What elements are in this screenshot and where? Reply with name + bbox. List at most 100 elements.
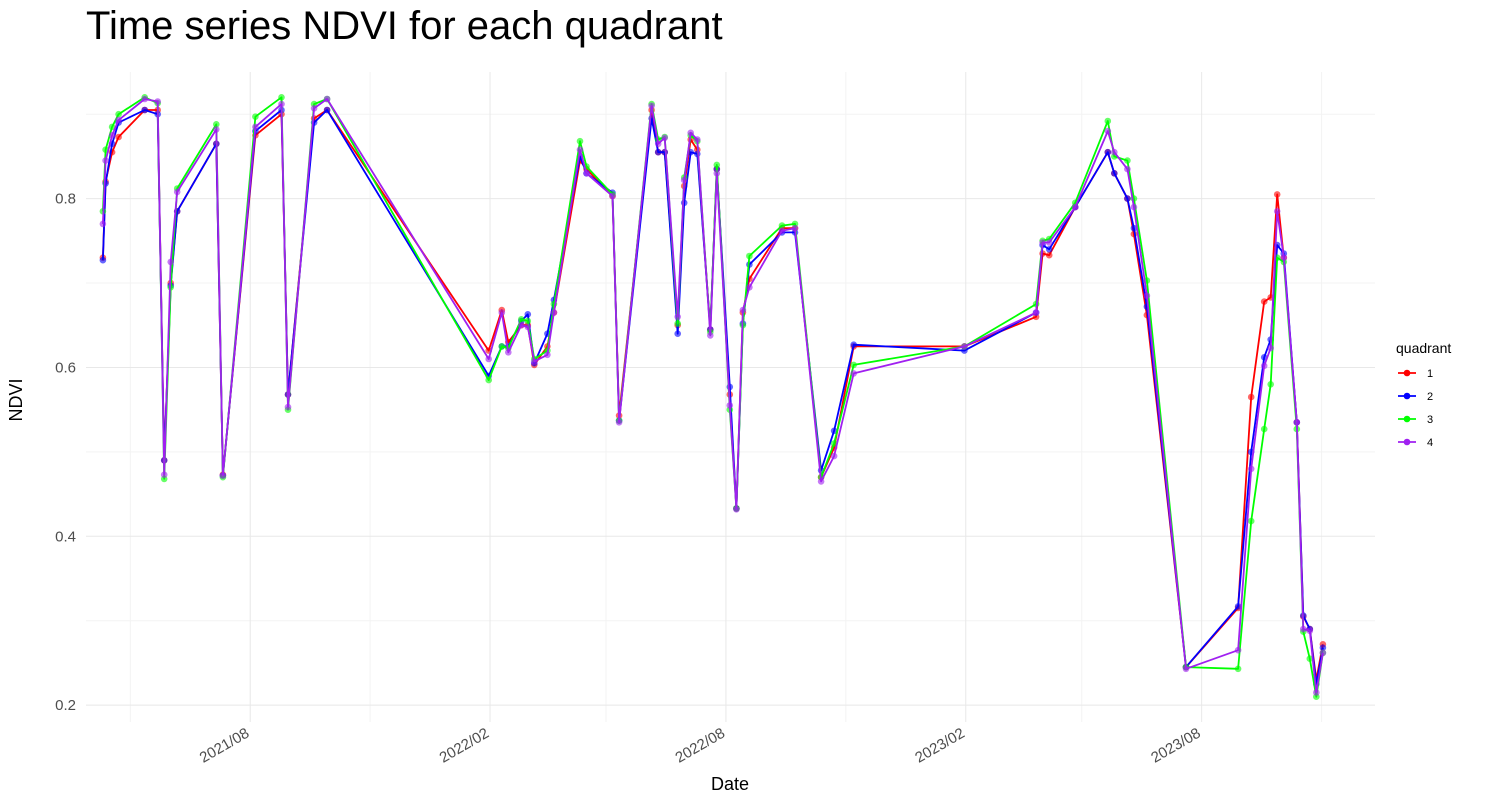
data-point [1247, 393, 1255, 401]
data-point [778, 222, 786, 229]
data-point [654, 140, 662, 148]
data-point [1319, 649, 1327, 657]
data-point [524, 323, 532, 331]
data-point [323, 106, 331, 114]
data-point [108, 132, 116, 139]
data-point [1234, 646, 1242, 654]
data-point [284, 403, 292, 411]
data-point [746, 284, 753, 291]
data-point [1124, 165, 1131, 173]
data-point [485, 376, 493, 384]
data-point [1104, 127, 1112, 135]
data-point [674, 330, 681, 338]
data-point [1104, 148, 1112, 156]
data-point [961, 343, 968, 350]
data-point [1124, 157, 1131, 164]
major-gridlines [86, 72, 1375, 722]
data-point [173, 188, 181, 196]
y-tick-label: 0.8 [55, 191, 76, 208]
data-point [498, 343, 506, 350]
data-point [1071, 203, 1079, 211]
legend-item-4: 4 [1398, 437, 1433, 449]
legend-key-point [1403, 415, 1411, 423]
data-point [498, 309, 506, 316]
x-tick-label: 2023/02 [912, 725, 967, 767]
data-point [583, 170, 590, 177]
data-point [1234, 665, 1242, 673]
data-point [1273, 208, 1281, 215]
data-point [726, 383, 734, 391]
data-point [707, 332, 714, 339]
legend-item-1: 1 [1398, 368, 1433, 380]
x-tick-label: 2023/08 [1148, 725, 1203, 767]
data-point [654, 148, 662, 156]
data-point [99, 256, 107, 264]
chart-title: Time series NDVI for each quadrant [86, 4, 723, 48]
data-point [1124, 195, 1131, 202]
data-point [694, 136, 701, 143]
data-point [1306, 627, 1314, 635]
data-point [850, 341, 857, 349]
data-point [278, 100, 285, 108]
data-point [791, 224, 799, 232]
data-point [323, 95, 331, 103]
data-point [544, 351, 551, 359]
data-point [141, 106, 148, 114]
data-point [531, 358, 538, 365]
data-point [1130, 224, 1138, 232]
x-tick-label: 2022/08 [672, 725, 727, 767]
data-point [252, 113, 259, 120]
legend: quadrant 1 2 3 4 [1396, 340, 1451, 449]
x-tick-label: 2022/02 [437, 725, 492, 767]
y-tick-label: 0.4 [55, 528, 76, 545]
data-point [746, 252, 753, 260]
data-point [1039, 239, 1046, 246]
y-tick-label: 0.2 [55, 697, 76, 714]
data-point [310, 105, 318, 112]
data-point [1300, 625, 1307, 633]
data-point [615, 419, 623, 426]
data-point [1247, 465, 1255, 473]
data-point [830, 452, 838, 460]
data-point [726, 402, 734, 409]
data-point [518, 321, 525, 329]
data-point [505, 349, 512, 356]
data-point [661, 134, 668, 142]
y-tick-label: 0.6 [55, 359, 76, 376]
data-point [115, 133, 122, 141]
data-point [713, 161, 721, 169]
legend-label: 3 [1427, 414, 1433, 426]
data-point [550, 309, 558, 316]
data-point [1045, 251, 1053, 259]
data-point [524, 311, 532, 318]
series-layer [99, 94, 1327, 700]
data-point [102, 157, 109, 164]
data-point [713, 170, 721, 177]
x-axis-tick-labels: 2021/08 2022/02 2022/08 2023/02 2023/08 [197, 725, 1204, 767]
data-point [1267, 381, 1274, 388]
data-point [1319, 644, 1327, 651]
data-point [739, 306, 747, 314]
data-point [830, 440, 838, 447]
data-point [141, 95, 148, 103]
data-point [154, 98, 161, 105]
legend-items: 1 2 3 4 [1398, 368, 1433, 449]
data-point [1130, 203, 1138, 211]
x-tick-label: 2021/08 [197, 725, 252, 767]
data-point [1234, 603, 1242, 610]
data-point [1260, 425, 1268, 433]
data-point [108, 123, 116, 131]
data-point [1045, 239, 1053, 246]
data-point [115, 116, 122, 124]
legend-label: 4 [1427, 437, 1433, 449]
data-point [1045, 246, 1053, 253]
x-axis-title: Date [711, 774, 749, 794]
data-point [219, 472, 227, 479]
series-line-4 [102, 98, 1324, 694]
data-point [680, 176, 688, 184]
data-point [1182, 665, 1190, 673]
data-point [1260, 362, 1268, 370]
data-point [817, 478, 825, 485]
minor-gridlines [86, 72, 1375, 722]
